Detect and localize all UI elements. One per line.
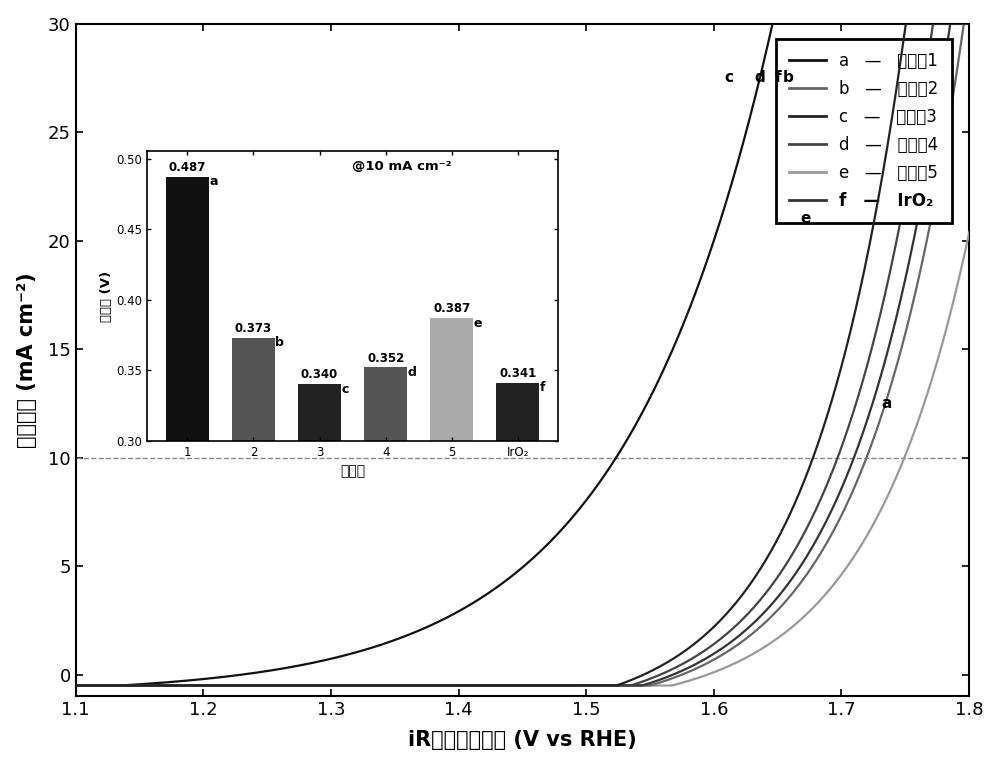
Text: b: b [782,71,793,85]
Text: d: d [754,71,765,85]
X-axis label: iR补偿过的电势 (V vs RHE): iR补偿过的电势 (V vs RHE) [408,730,637,750]
Y-axis label: 电流密度 (mA cm⁻²): 电流密度 (mA cm⁻²) [17,272,37,448]
Text: a: a [881,396,891,411]
Legend: a   —   实施例1, b   —   实施例2, c   —   实施例3, d   —   实施例4, e   —   实施例5, f   —   Ir: a — 实施例1, b — 实施例2, c — 实施例3, d — 实施例4, … [776,38,952,223]
Text: c: c [725,71,734,85]
Text: e: e [801,212,811,226]
Text: f: f [774,71,781,85]
